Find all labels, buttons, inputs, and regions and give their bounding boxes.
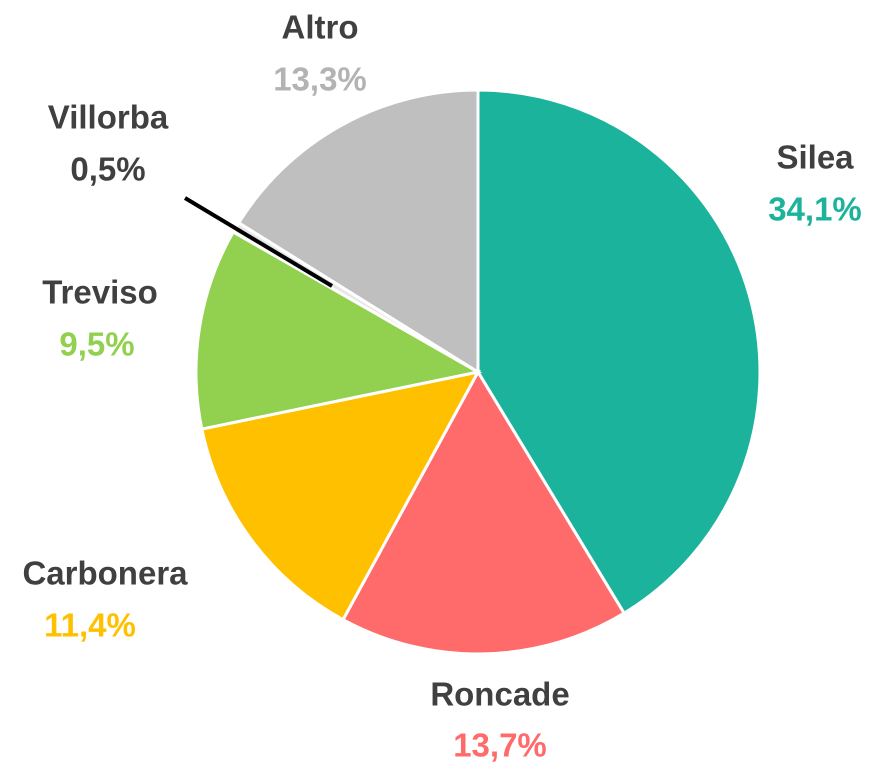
slice	[236, 88, 480, 375]
value-label: 34,1%	[768, 191, 862, 228]
value-label: 13,3%	[273, 61, 367, 98]
category-label: Roncade	[430, 676, 569, 713]
category-label: Silea	[776, 139, 854, 176]
category-label: Treviso	[42, 274, 158, 311]
slice	[476, 88, 762, 616]
leader-line	[183, 196, 334, 288]
value-label: 9,5%	[59, 326, 134, 363]
value-label: 0,5%	[70, 151, 145, 188]
category-label: Villorba	[48, 99, 169, 136]
slice	[341, 368, 627, 656]
category-label: Carbonera	[22, 555, 188, 592]
value-label: 11,4%	[44, 607, 136, 644]
slice	[200, 369, 481, 622]
category-label: Altro	[282, 9, 359, 46]
value-label: 13,7%	[453, 727, 547, 764]
slice	[194, 229, 483, 431]
